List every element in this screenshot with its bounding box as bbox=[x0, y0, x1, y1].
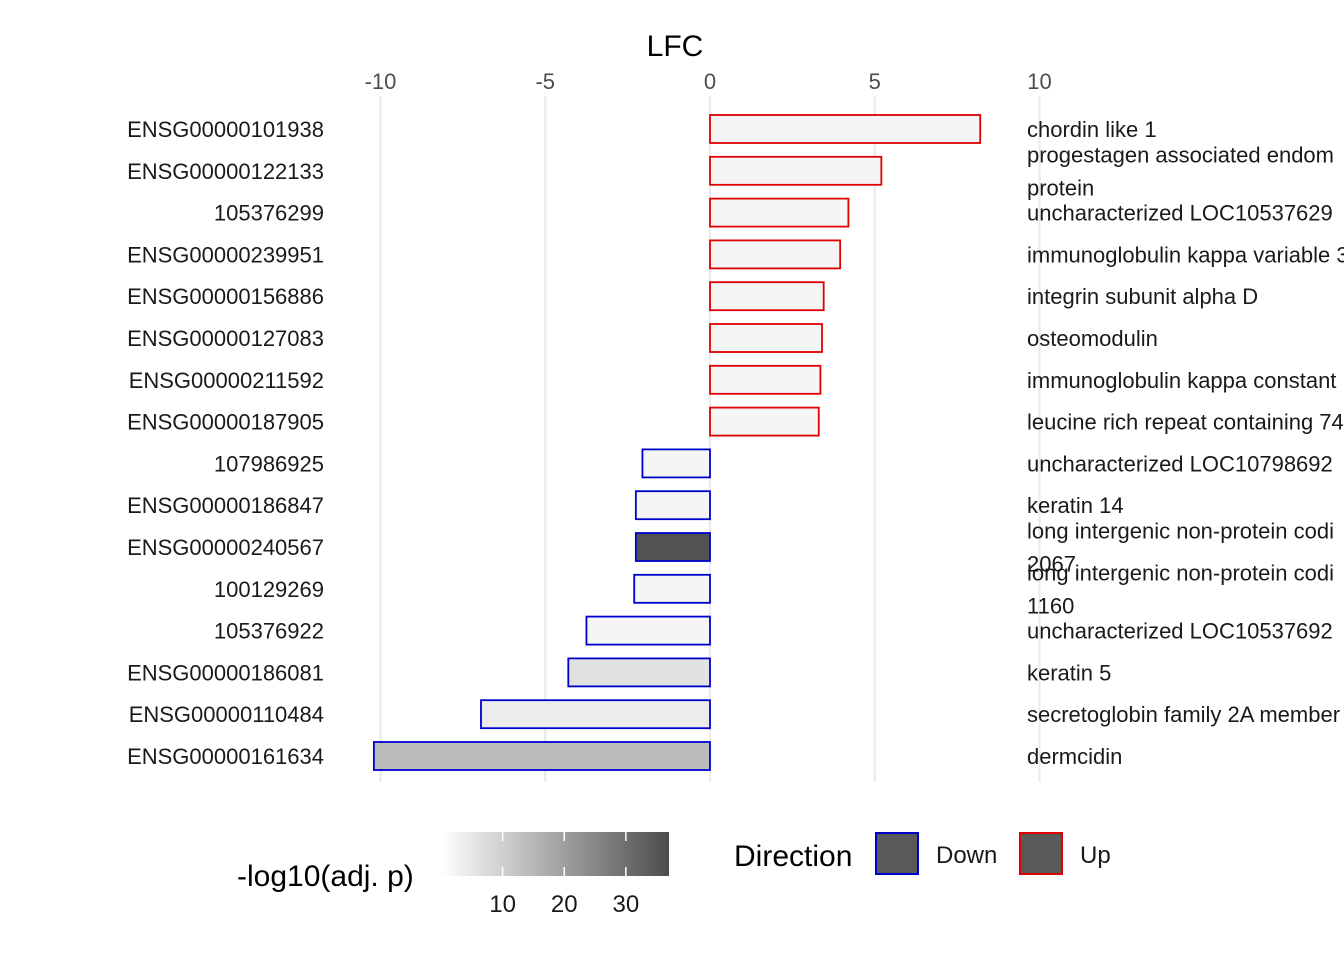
gene-description: immunoglobulin kappa variable 3 bbox=[1027, 242, 1344, 267]
gene-description: long intergenic non-protein codi 1160 bbox=[1027, 560, 1334, 618]
gene-description-line: progestagen associated endom bbox=[1027, 142, 1334, 167]
x-tick-label: 5 bbox=[869, 69, 881, 94]
bar bbox=[633, 573, 711, 604]
colorbar-tick-label: 30 bbox=[613, 891, 640, 918]
y-tick-label: ENSG00000156886 bbox=[127, 284, 324, 309]
bar bbox=[567, 657, 711, 688]
gene-description: uncharacterized LOC10537692 bbox=[1027, 619, 1333, 644]
y-tick-label: 105376299 bbox=[214, 201, 324, 226]
gene-description-line: integrin subunit alpha D bbox=[1027, 284, 1258, 309]
gene-description-line: uncharacterized LOC10798692 bbox=[1027, 451, 1333, 476]
fill-legend: -log10(adj. p) 10 20 30 bbox=[237, 832, 669, 918]
y-tick-label: ENSG00000101938 bbox=[127, 117, 324, 142]
x-tick-label: 0 bbox=[704, 69, 716, 94]
gene-description-line: uncharacterized LOC10537629 bbox=[1027, 201, 1333, 226]
gene-description: long intergenic non-protein codi 2067 bbox=[1027, 519, 1334, 577]
y-tick-label: 107986925 bbox=[214, 451, 324, 476]
colorbar-tick-label: 20 bbox=[551, 891, 578, 918]
x-axis-ticks: -10 -5 0 5 10 bbox=[365, 69, 1052, 94]
gene-description-line: uncharacterized LOC10537692 bbox=[1027, 619, 1333, 644]
gene-description: leucine rich repeat containing 74 bbox=[1027, 410, 1344, 435]
direction-key-label: Up bbox=[1080, 842, 1111, 869]
y-tick-label: ENSG00000240567 bbox=[127, 535, 324, 560]
gene-description-line: immunoglobulin kappa constant bbox=[1027, 368, 1336, 393]
fill-legend-colorbar bbox=[441, 832, 669, 876]
bar bbox=[372, 741, 711, 771]
bar bbox=[634, 490, 711, 521]
y-tick-label: ENSG00000186847 bbox=[127, 493, 324, 518]
bars bbox=[372, 114, 982, 771]
bar bbox=[709, 239, 842, 270]
y-tick-label: ENSG00000239951 bbox=[127, 242, 324, 267]
gene-description: integrin subunit alpha D bbox=[1027, 284, 1258, 309]
fill-legend-title: -log10(adj. p) bbox=[237, 860, 414, 893]
gene-description-line: long intergenic non-protein codi bbox=[1027, 560, 1334, 585]
y-tick-label: 105376922 bbox=[214, 619, 324, 644]
y-tick-label: ENSG00000127083 bbox=[127, 326, 324, 351]
direction-key-swatch bbox=[1019, 832, 1063, 875]
gene-description: keratin 14 bbox=[1027, 493, 1124, 518]
gene-description-line: osteomodulin bbox=[1027, 326, 1158, 351]
x-tick-label: -5 bbox=[535, 69, 555, 94]
bar bbox=[709, 197, 850, 228]
gene-description-line: leucine rich repeat containing 74 bbox=[1027, 410, 1344, 435]
bar bbox=[480, 699, 711, 730]
gene-description: progestagen associated endom protein bbox=[1027, 142, 1334, 200]
x-axis-title: LFC bbox=[647, 30, 704, 63]
y-tick-label: ENSG00000187905 bbox=[127, 410, 324, 435]
gene-description: dermcidin bbox=[1027, 744, 1122, 769]
y-tick-label: ENSG00000211592 bbox=[129, 368, 324, 393]
gene-description: immunoglobulin kappa constant bbox=[1027, 368, 1336, 393]
x-tick-label: 10 bbox=[1027, 69, 1051, 94]
direction-key-label: Down bbox=[936, 842, 997, 869]
colorbar-tick-label: 10 bbox=[489, 891, 516, 918]
gene-description-line: long intergenic non-protein codi bbox=[1027, 519, 1334, 544]
y-tick-label: ENSG00000161634 bbox=[127, 744, 324, 769]
direction-legend: Direction Down Up bbox=[734, 832, 1111, 875]
bar bbox=[709, 406, 820, 437]
gene-description-line: dermcidin bbox=[1027, 744, 1122, 769]
gene-description: uncharacterized LOC10798692 bbox=[1027, 451, 1333, 476]
bar bbox=[709, 114, 982, 144]
gene-description-line: chordin like 1 bbox=[1027, 117, 1157, 142]
gene-description-line: keratin 5 bbox=[1027, 660, 1111, 685]
gene-description-line: keratin 14 bbox=[1027, 493, 1124, 518]
y-tick-label: ENSG00000110484 bbox=[129, 702, 324, 727]
y-tick-label: 100129269 bbox=[214, 577, 324, 602]
x-tick-label: -10 bbox=[365, 69, 397, 94]
gene-description-line: secretoglobin family 2A member bbox=[1027, 702, 1340, 727]
bar bbox=[641, 448, 711, 479]
bar bbox=[709, 364, 822, 395]
gene-description: chordin like 1 bbox=[1027, 117, 1157, 142]
gene-description: uncharacterized LOC10537629 bbox=[1027, 201, 1333, 226]
y-axis-labels: ENSG00000101938 ENSG00000122133 105376299 E… bbox=[127, 117, 324, 769]
direction-legend-keys: Down Up bbox=[875, 832, 1111, 875]
bar bbox=[709, 281, 825, 312]
y-tick-label: ENSG00000186081 bbox=[127, 660, 324, 685]
bar bbox=[709, 323, 823, 353]
gene-description-line: 2067 bbox=[1027, 552, 1076, 577]
gene-description-line: 1160 bbox=[1027, 593, 1074, 618]
gene-description: osteomodulin bbox=[1027, 326, 1158, 351]
gene-description: keratin 5 bbox=[1027, 660, 1111, 685]
direction-key-swatch bbox=[875, 832, 919, 875]
gene-description-line: immunoglobulin kappa variable 3 bbox=[1027, 242, 1344, 267]
fill-legend-ticks: 10 20 30 bbox=[489, 832, 639, 918]
bar bbox=[585, 615, 711, 646]
y-tick-label: ENSG00000122133 bbox=[127, 159, 324, 184]
direction-legend-title: Direction bbox=[734, 840, 852, 873]
gene-description-line: protein bbox=[1027, 175, 1094, 200]
bar bbox=[634, 532, 711, 562]
gene-description: secretoglobin family 2A member bbox=[1027, 702, 1340, 727]
bar bbox=[709, 155, 883, 186]
